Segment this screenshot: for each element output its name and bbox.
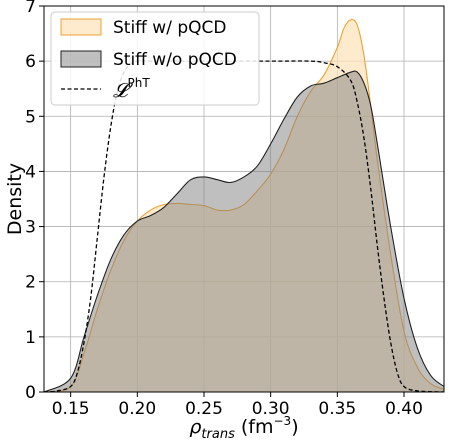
x-tick-label-5: 0.40 bbox=[385, 399, 423, 419]
series-1-outline bbox=[44, 70, 444, 392]
y-tick-label-0: 0 bbox=[25, 383, 36, 403]
x-axis-exponent: −3 bbox=[274, 414, 292, 428]
legend-swatch-stiff-with-pqcd bbox=[60, 18, 102, 36]
y-tick-label-5: 5 bbox=[25, 107, 36, 127]
legend-box bbox=[50, 11, 260, 106]
x-axis-unit-close: ) bbox=[291, 416, 298, 438]
legend: Stiff w/ pQCD Stiff w/o pQCD 𝓛PhT bbox=[50, 11, 260, 106]
legend-label-stiff-without-pqcd: Stiff w/o pQCD bbox=[113, 50, 237, 70]
x-axis-label: ρtrans (fm−3) bbox=[189, 414, 298, 442]
legend-label-pht-sup: PhT bbox=[128, 76, 151, 90]
x-axis-unit: (fm bbox=[235, 416, 274, 438]
y-tick-label-6: 6 bbox=[25, 52, 36, 72]
x-tick-label-1: 0.20 bbox=[118, 399, 156, 419]
x-axis-subscript: trans bbox=[201, 427, 235, 442]
series-2-line bbox=[44, 60, 444, 392]
legend-label-stiff-with-pqcd: Stiff w/ pQCD bbox=[113, 18, 226, 38]
y-tick-label-2: 2 bbox=[25, 273, 36, 293]
x-tick-label-3: 0.30 bbox=[252, 399, 290, 419]
axis-ticks: 0.15 0.20 0.25 0.30 0.35 0.40 0 1 2 3 4 5 6 7 bbox=[25, 0, 423, 419]
y-tick-label-1: 1 bbox=[25, 328, 36, 348]
plot-frame bbox=[43, 5, 445, 393]
series-areas bbox=[44, 19, 444, 392]
legend-swatch-stiff-without-pqcd bbox=[60, 50, 102, 68]
x-tick-label-4: 0.35 bbox=[318, 399, 356, 419]
series-1-area bbox=[44, 71, 444, 392]
y-tick-label-3: 3 bbox=[25, 218, 36, 238]
x-tick-label-2: 0.25 bbox=[185, 399, 223, 419]
y-axis-label: Density bbox=[4, 163, 26, 235]
x-tick-label-0: 0.15 bbox=[52, 399, 90, 419]
y-tick-label-7: 7 bbox=[25, 0, 36, 17]
x-axis-symbol: ρ bbox=[189, 416, 201, 438]
y-tick-label-4: 4 bbox=[25, 162, 36, 182]
